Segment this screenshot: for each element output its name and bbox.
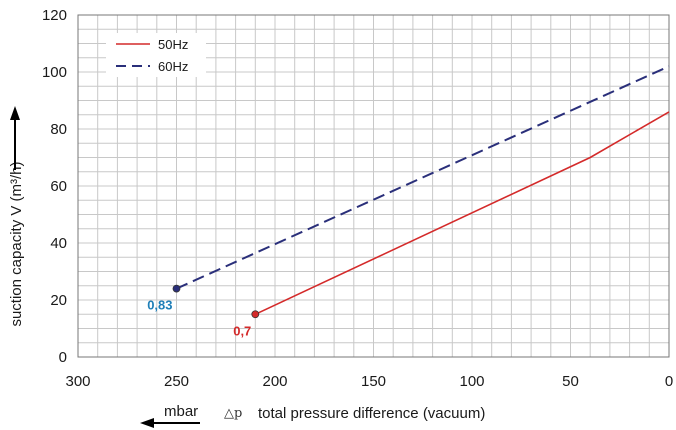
y-axis-label-group: suction capacity V (m³/h) xyxy=(8,106,25,327)
series-endpoint-60hz xyxy=(172,284,181,293)
y-tick-label: 0 xyxy=(59,349,67,366)
y-axis-label: suction capacity V (m³/h) xyxy=(8,161,25,326)
x-tick-label: 150 xyxy=(361,373,386,390)
x-axis-label-group: mbar △p total pressure difference (vacuu… xyxy=(140,403,485,428)
series-endpoint-50hz xyxy=(251,310,260,319)
series-line-60hz xyxy=(176,65,670,290)
y-tick-label: 60 xyxy=(50,178,67,195)
x-tick-label: 50 xyxy=(562,373,579,390)
series-layer: 0,7 0,83 xyxy=(147,65,670,338)
y-tick-label: 100 xyxy=(42,64,67,81)
legend-box xyxy=(106,33,206,77)
legend-label-60hz: 60Hz xyxy=(158,59,188,74)
tick-labels: 300 250 200 150 100 50 0 0 20 40 60 80 100 120 xyxy=(42,7,673,390)
x-tick-label: 250 xyxy=(164,373,189,390)
delta-p-symbol: △p xyxy=(224,406,242,421)
endpoint-label-60hz: 0,83 xyxy=(147,298,172,313)
x-tick-label: 0 xyxy=(665,373,673,390)
x-tick-label: 100 xyxy=(459,373,484,390)
left-arrow-icon xyxy=(140,418,154,428)
up-arrow-icon xyxy=(10,106,20,120)
legend-label-50hz: 50Hz xyxy=(158,37,188,52)
grid xyxy=(77,14,670,358)
x-tick-label: 200 xyxy=(262,373,287,390)
legend: 50Hz 60Hz xyxy=(106,33,206,77)
x-axis-label: total pressure difference (vacuum) xyxy=(258,405,485,422)
y-tick-label: 40 xyxy=(50,235,67,252)
series-line-50hz xyxy=(254,111,670,316)
endpoint-label-50hz: 0,7 xyxy=(233,323,251,338)
plot-frame xyxy=(77,14,670,358)
x-tick-label: 300 xyxy=(65,373,90,390)
y-tick-label: 120 xyxy=(42,7,67,24)
y-tick-label: 80 xyxy=(50,121,67,138)
x-axis-unit: mbar xyxy=(164,403,198,420)
y-tick-label: 20 xyxy=(50,292,67,309)
